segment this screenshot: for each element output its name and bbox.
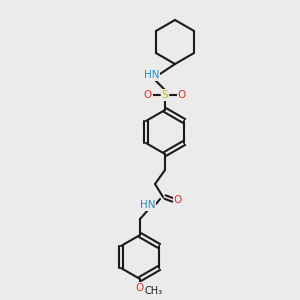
Text: CH₃: CH₃ [145, 286, 163, 296]
Text: O: O [136, 283, 144, 293]
Text: O: O [178, 90, 186, 100]
Text: O: O [174, 195, 182, 205]
Text: HN: HN [140, 200, 156, 210]
Text: O: O [144, 90, 152, 100]
Text: HN: HN [144, 70, 160, 80]
Text: S: S [162, 90, 168, 100]
